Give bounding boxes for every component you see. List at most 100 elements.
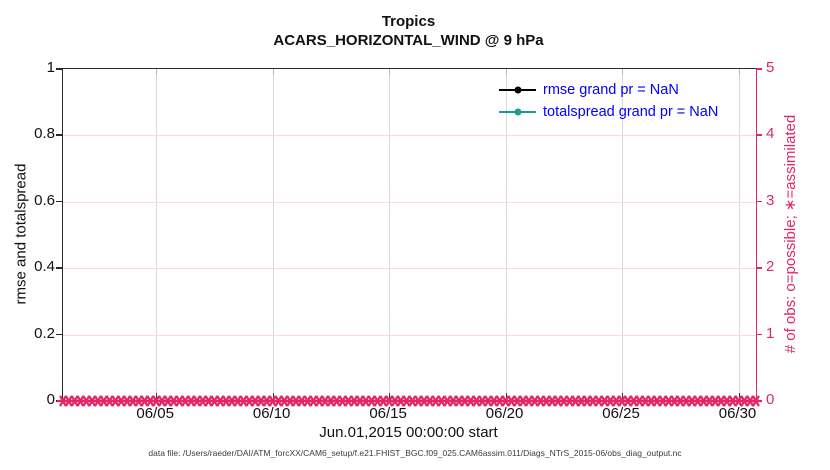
obs-marker	[214, 395, 227, 407]
obs-marker	[103, 395, 116, 407]
y-right-tick-label: 5	[766, 59, 775, 76]
x-tick-mark-bottom	[156, 393, 158, 401]
obs-marker	[74, 395, 87, 407]
obs-marker	[429, 395, 442, 407]
plot-title: Tropics ACARS_HORIZONTAL_WIND @ 9 hPa	[62, 12, 755, 51]
x-gridline	[156, 69, 158, 401]
x-tick-label: 06/25	[602, 405, 640, 422]
y-left-tick-label: 1	[46, 59, 55, 76]
y-left-tick-mark	[56, 134, 62, 136]
obs-marker	[668, 395, 681, 407]
obs-marker	[330, 395, 343, 407]
x-tick-label: 06/10	[252, 405, 291, 422]
y-right-tick-mark	[756, 68, 762, 70]
legend-line-totalspread	[499, 108, 536, 116]
obs-marker	[313, 395, 326, 407]
x-gridline	[272, 69, 274, 401]
y-gridline	[63, 334, 756, 336]
y-left-tick-label: 0.4	[34, 258, 55, 276]
legend: rmse grand pr = NaN totalspread grand pr…	[499, 79, 718, 123]
plot-area	[56, 68, 763, 407]
obs-marker	[540, 395, 553, 407]
x-tick-label: 06/05	[136, 405, 174, 422]
x-tick-mark-top	[389, 69, 391, 75]
y-left-tick-mark	[56, 400, 62, 402]
y-left-tick-mark	[56, 200, 62, 203]
x-tick-mark-top	[738, 69, 740, 75]
y-left-tick-label: 0.6	[34, 191, 55, 209]
obs-marker	[447, 395, 460, 407]
x-tick-mark-top	[505, 69, 507, 75]
obs-marker	[685, 395, 699, 407]
y-gridline	[63, 268, 756, 270]
y-left-tick-label: 0.2	[34, 324, 55, 342]
y-right-tick-mark	[756, 400, 762, 402]
obs-marker	[68, 395, 81, 407]
obs-marker	[336, 395, 349, 407]
obs-marker	[563, 395, 576, 407]
obs-marker	[551, 395, 565, 407]
y-right-tick-mark	[756, 267, 762, 269]
obs-marker	[691, 395, 704, 407]
legend-label-totalspread: totalspread grand pr = NaN	[543, 104, 719, 120]
obs-marker	[97, 395, 110, 407]
obs-marker	[441, 395, 454, 407]
obs-marker	[458, 395, 471, 407]
x-gridline	[505, 69, 507, 401]
obs-marker	[85, 395, 99, 407]
legend-item-rmse: rmse grand pr = NaN	[499, 79, 718, 101]
x-tick-mark-bottom	[622, 393, 624, 401]
obs-marker	[196, 395, 209, 407]
x-gridline	[622, 69, 624, 401]
legend-item-totalspread: totalspread grand pr = NaN	[499, 101, 718, 123]
legend-dot-totalspread	[514, 108, 521, 116]
obs-marker	[91, 395, 105, 407]
y-gridline	[63, 135, 756, 137]
x-tick-mark-bottom	[272, 393, 274, 401]
y-right-tick-label: 1	[766, 324, 775, 342]
y-right-tick-label: 3	[766, 191, 775, 209]
obs-marker	[674, 395, 687, 407]
legend-dot-rmse	[514, 86, 521, 94]
obs-marker	[679, 395, 693, 407]
x-tick-mark-bottom	[505, 393, 507, 401]
obs-marker	[557, 395, 570, 407]
obs-marker	[109, 395, 122, 407]
y-left-tick-label: 0	[46, 391, 55, 408]
plot-title-variable: ACARS_HORIZONTAL_WIND @ 9 hPa	[273, 32, 544, 49]
y-left-tick-label: 0.8	[34, 125, 55, 143]
obs-marker	[452, 395, 466, 407]
obs-marker	[569, 395, 582, 407]
y-left-tick-mark	[56, 68, 62, 70]
plot-title-region: Tropics	[381, 13, 436, 30]
obs-marker	[435, 395, 448, 407]
data-file-path: data file: /Users/raeder/DAI/ATM_forcXX/…	[148, 448, 682, 458]
legend-label-rmse: rmse grand pr = NaN	[543, 82, 679, 98]
x-tick-label: 06/15	[369, 405, 407, 422]
obs-marker	[219, 395, 233, 407]
obs-marker	[575, 395, 588, 407]
y-left-tick-mark	[56, 267, 62, 269]
x-gridline	[738, 69, 740, 401]
x-tick-label: 06/30	[718, 405, 757, 422]
obs-marker	[342, 395, 355, 407]
x-tick-label: 06/20	[485, 405, 524, 422]
x-tick-mark-top	[156, 69, 158, 75]
obs-marker	[662, 395, 675, 407]
y-right-tick-label: 2	[766, 258, 775, 276]
obs-marker	[62, 395, 75, 407]
obs-marker	[307, 395, 320, 407]
y-axis-left-label: rmse and totalspread	[12, 163, 30, 305]
obs-marker	[656, 395, 669, 407]
y-left-tick-mark	[56, 333, 62, 336]
obs-marker	[324, 395, 338, 407]
x-tick-mark-top	[622, 69, 624, 75]
obs-marker	[202, 395, 215, 407]
obs-marker	[318, 395, 332, 407]
obs-marker	[190, 395, 204, 407]
obs-marker	[546, 395, 559, 407]
obs-marker	[423, 395, 437, 407]
y-axis-right-label: # of obs: o=possible; ∗=assimilated	[782, 114, 799, 354]
obs-marker	[208, 395, 221, 407]
